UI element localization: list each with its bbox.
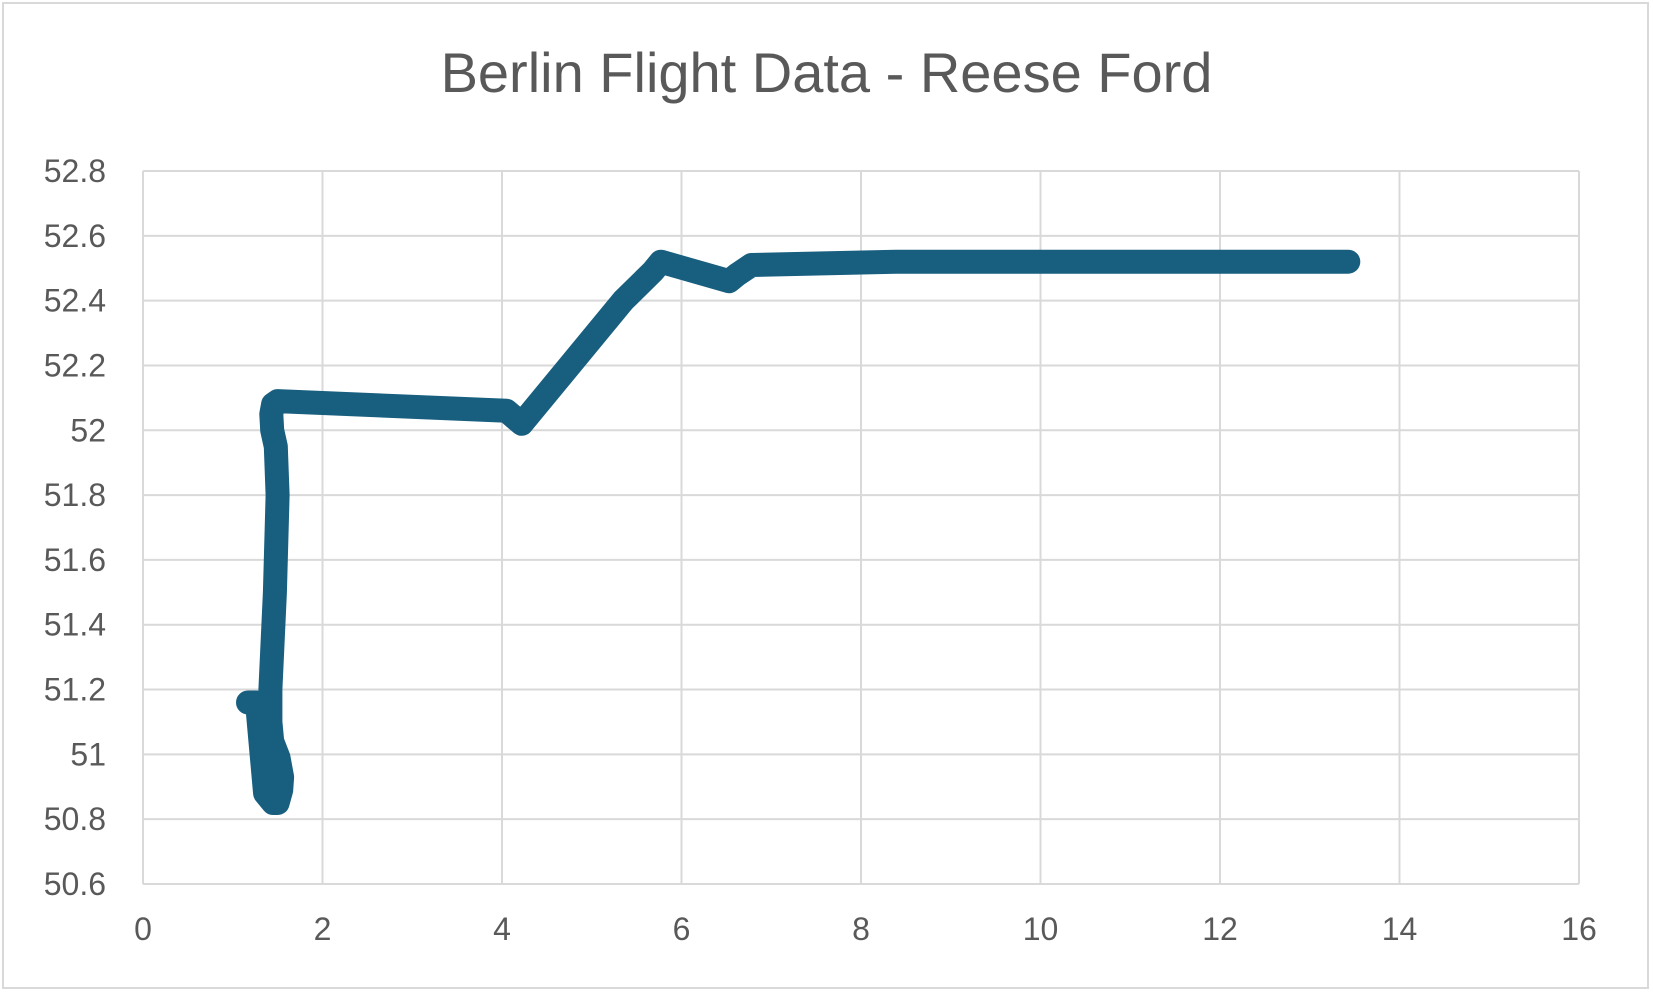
x-axis-ticks: 0 2 4 6 8 10 12 14 16	[134, 911, 1597, 947]
x-tick-label: 6	[673, 911, 691, 947]
y-tick-label: 52	[70, 412, 106, 448]
x-tick-label: 10	[1023, 911, 1059, 947]
x-tick-label: 4	[493, 911, 511, 947]
y-tick-label: 51.2	[44, 672, 106, 708]
y-tick-label: 51.8	[44, 477, 106, 513]
gridlines	[142, 170, 1580, 885]
series-group	[236, 249, 1361, 815]
x-tick-label: 14	[1382, 911, 1418, 947]
chart-title: Berlin Flight Data - Reese Ford	[440, 41, 1213, 104]
y-tick-label: 52.8	[44, 153, 106, 189]
x-tick-label: 0	[134, 911, 152, 947]
x-tick-label: 2	[314, 911, 332, 947]
y-tick-label: 51.6	[44, 542, 106, 578]
x-tick-label: 12	[1202, 911, 1238, 947]
x-tick-label: 16	[1561, 911, 1597, 947]
series-line	[236, 249, 1361, 815]
y-tick-label: 50.8	[44, 801, 106, 837]
y-tick-label: 51	[70, 736, 106, 772]
y-tick-label: 51.4	[44, 607, 106, 643]
y-tick-label: 52.4	[44, 283, 106, 319]
y-tick-label: 52.6	[44, 218, 106, 254]
y-tick-label: 52.2	[44, 347, 106, 383]
y-tick-label: 50.6	[44, 866, 106, 902]
y-axis-ticks: 50.6 50.8 51 51.2 51.4 51.6 51.8 52 52.2 52.4 52.6…	[44, 153, 106, 902]
x-tick-label: 8	[852, 911, 870, 947]
